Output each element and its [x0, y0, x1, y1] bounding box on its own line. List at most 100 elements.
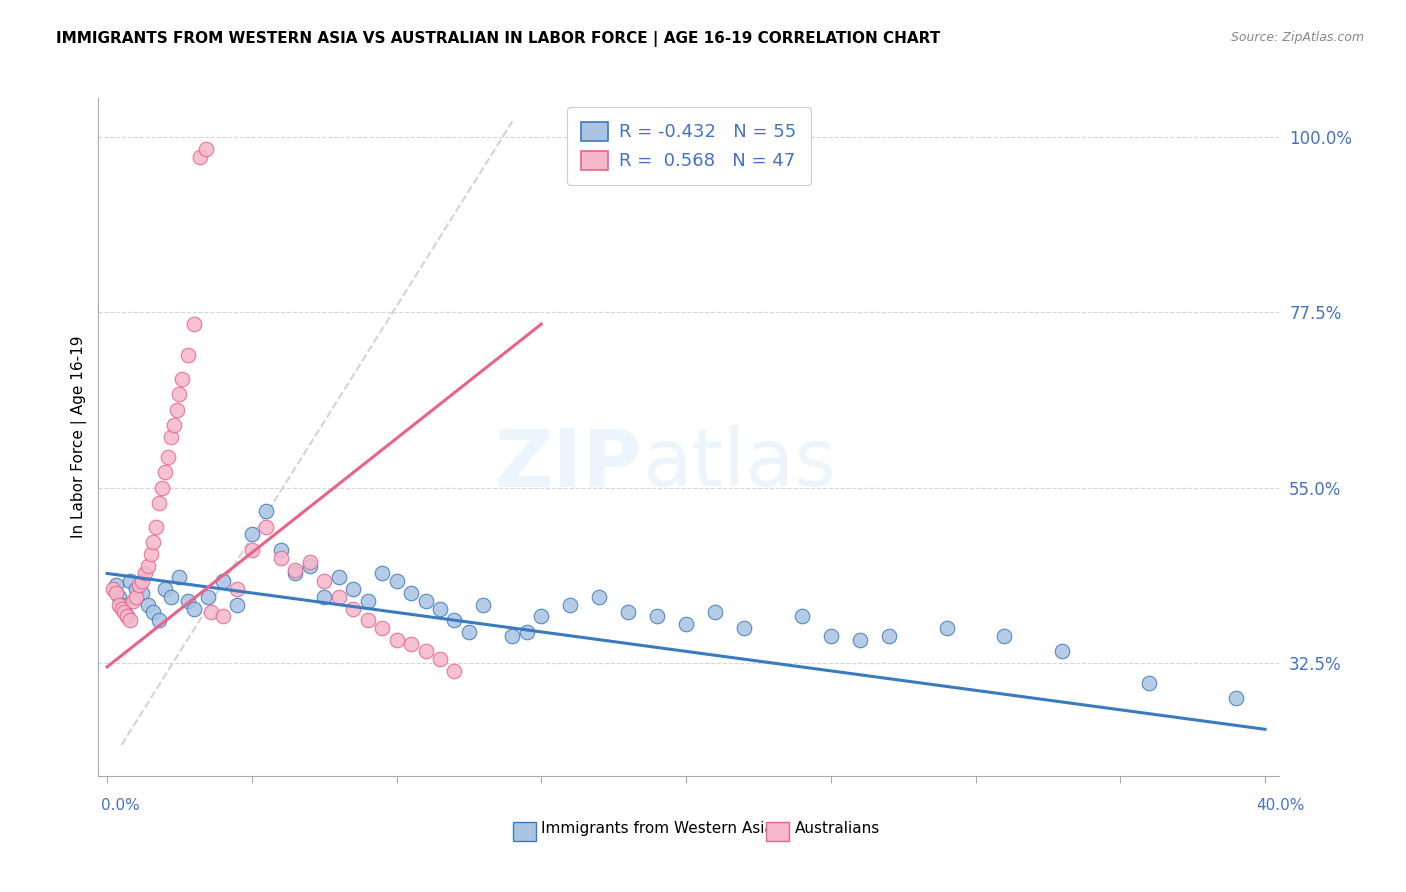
- Point: [136, 558, 159, 573]
- Point: [820, 629, 842, 643]
- Point: [645, 609, 668, 624]
- Point: [240, 527, 263, 541]
- Point: [188, 150, 211, 164]
- Point: [177, 593, 200, 607]
- Point: [270, 543, 292, 558]
- Y-axis label: In Labor Force | Age 16-19: In Labor Force | Age 16-19: [72, 335, 87, 539]
- Point: [194, 142, 217, 156]
- Point: [142, 535, 165, 549]
- Point: [197, 590, 219, 604]
- Text: 0.0%: 0.0%: [101, 798, 141, 814]
- Point: [617, 606, 640, 620]
- Point: [298, 555, 321, 569]
- Point: [226, 598, 249, 612]
- Point: [443, 664, 465, 678]
- Legend: R = -0.432   N = 55, R =  0.568   N = 47: R = -0.432 N = 55, R = 0.568 N = 47: [567, 107, 811, 185]
- Point: [270, 550, 292, 565]
- Point: [501, 629, 523, 643]
- Point: [117, 609, 139, 624]
- Text: Australians: Australians: [794, 822, 880, 836]
- Text: IMMIGRANTS FROM WESTERN ASIA VS AUSTRALIAN IN LABOR FORCE | AGE 16-19 CORRELATIO: IMMIGRANTS FROM WESTERN ASIA VS AUSTRALI…: [56, 31, 941, 47]
- Point: [516, 624, 538, 639]
- Point: [1225, 691, 1247, 706]
- Point: [385, 574, 408, 589]
- Point: [139, 547, 162, 561]
- Point: [120, 574, 142, 589]
- Point: [530, 609, 553, 624]
- Point: [200, 606, 222, 620]
- Point: [328, 590, 350, 604]
- Point: [877, 629, 900, 643]
- Point: [107, 598, 129, 612]
- Point: [117, 609, 139, 624]
- Point: [284, 563, 307, 577]
- Point: [212, 609, 235, 624]
- Point: [675, 617, 697, 632]
- Point: [993, 629, 1015, 643]
- Point: [110, 601, 132, 615]
- Point: [125, 590, 148, 604]
- Point: [371, 621, 394, 635]
- Point: [142, 606, 165, 620]
- Point: [159, 430, 181, 444]
- Point: [356, 593, 378, 607]
- Point: [104, 578, 127, 592]
- Point: [159, 590, 181, 604]
- Point: [134, 566, 156, 581]
- Point: [114, 606, 136, 620]
- Point: [1052, 644, 1074, 658]
- Point: [472, 598, 495, 612]
- Point: [342, 582, 364, 596]
- Point: [848, 632, 870, 647]
- Point: [1137, 675, 1160, 690]
- Point: [429, 601, 451, 615]
- Point: [560, 598, 582, 612]
- Text: 40.0%: 40.0%: [1257, 798, 1305, 814]
- Point: [356, 613, 378, 627]
- Text: atlas: atlas: [641, 425, 837, 503]
- Point: [136, 598, 159, 612]
- Point: [328, 570, 350, 584]
- Point: [148, 496, 170, 510]
- Point: [254, 519, 277, 533]
- Point: [399, 586, 422, 600]
- Point: [240, 543, 263, 558]
- Point: [131, 574, 153, 589]
- Point: [128, 578, 150, 592]
- Point: [298, 558, 321, 573]
- Point: [114, 601, 136, 615]
- Text: ZIP: ZIP: [495, 425, 641, 503]
- Point: [284, 566, 307, 581]
- Point: [183, 601, 205, 615]
- Point: [177, 348, 200, 362]
- Point: [429, 652, 451, 666]
- Point: [314, 590, 336, 604]
- Text: Immigrants from Western Asia: Immigrants from Western Asia: [541, 822, 775, 836]
- Point: [458, 624, 481, 639]
- Point: [212, 574, 235, 589]
- Point: [110, 598, 132, 612]
- Point: [101, 582, 124, 596]
- Text: Source: ZipAtlas.com: Source: ZipAtlas.com: [1230, 31, 1364, 45]
- Point: [704, 606, 727, 620]
- Point: [148, 613, 170, 627]
- Point: [122, 593, 145, 607]
- Point: [166, 402, 188, 417]
- Point: [254, 504, 277, 518]
- Point: [169, 387, 191, 401]
- Point: [935, 621, 957, 635]
- Point: [342, 601, 364, 615]
- Point: [588, 590, 610, 604]
- Point: [104, 586, 127, 600]
- Point: [153, 582, 176, 596]
- Point: [415, 593, 437, 607]
- Point: [385, 632, 408, 647]
- Point: [399, 636, 422, 650]
- Point: [733, 621, 755, 635]
- Point: [153, 465, 176, 479]
- Point: [172, 371, 194, 385]
- Point: [120, 613, 142, 627]
- Point: [443, 613, 465, 627]
- Point: [169, 570, 191, 584]
- Point: [163, 418, 186, 433]
